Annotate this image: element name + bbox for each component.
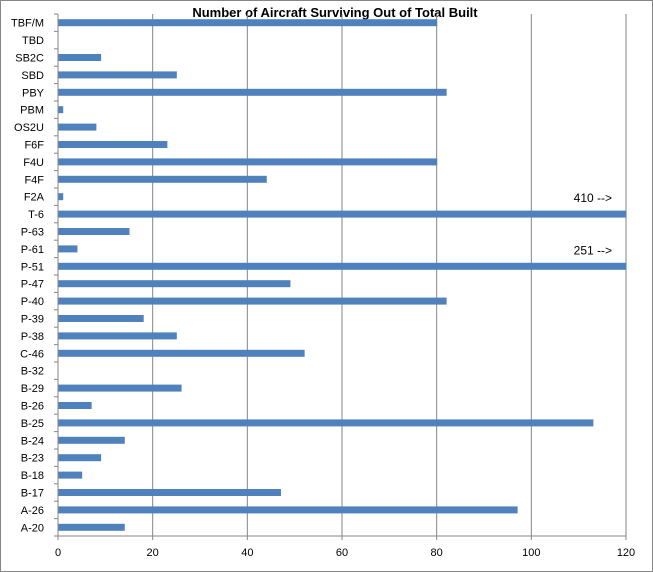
bar: [58, 384, 182, 392]
category-label: A-26: [21, 505, 44, 517]
bar: [58, 280, 291, 288]
category-label: F2A: [24, 192, 45, 204]
category-label: C-46: [20, 348, 44, 360]
x-tick-label: 40: [241, 547, 253, 559]
bar: [58, 123, 97, 131]
x-tick-label: 120: [617, 547, 635, 559]
bar: [58, 419, 594, 427]
category-label: P-47: [21, 279, 44, 291]
category-label: T-6: [28, 209, 44, 221]
bar: [58, 141, 168, 148]
bar: [58, 175, 267, 183]
x-tick-label: 0: [55, 547, 61, 559]
category-label: B-32: [21, 366, 44, 378]
bar: [58, 523, 125, 531]
category-label: TBF/M: [11, 18, 44, 30]
category-label: PBY: [22, 87, 45, 99]
overflow-annotation: 251 -->: [574, 243, 612, 257]
x-tick-label: 20: [147, 547, 159, 559]
category-label: B-29: [21, 383, 44, 395]
category-label: OS2U: [14, 122, 44, 134]
category-label: SB2C: [15, 53, 44, 65]
category-label: B-18: [21, 470, 44, 482]
bar: [58, 262, 627, 270]
bar: [58, 158, 438, 166]
bar: [58, 402, 92, 409]
category-label: P-38: [21, 331, 44, 343]
bar: [58, 88, 447, 96]
bar: [58, 471, 83, 479]
bars: [58, 19, 627, 531]
bar: [58, 210, 627, 218]
x-tick-label: 100: [522, 547, 540, 559]
category-label: A-20: [21, 522, 44, 534]
x-tick-label: 60: [336, 547, 348, 559]
category-label: PBM: [20, 105, 44, 117]
category-label: B-23: [21, 453, 44, 465]
bar: [58, 454, 102, 462]
x-tick-label: 80: [431, 547, 443, 559]
bar: [58, 54, 102, 61]
bar: [58, 245, 78, 253]
category-label: P-63: [21, 227, 44, 239]
bar: [58, 19, 438, 27]
category-label: P-39: [21, 314, 44, 326]
chart-title: Number of Aircraft Surviving Out of Tota…: [192, 5, 478, 20]
bar: [58, 489, 281, 496]
annotations: 410 --> 251 -->: [574, 191, 612, 257]
bar: [58, 506, 518, 514]
bar: [58, 193, 64, 201]
bar: [58, 315, 144, 322]
overflow-annotation: 410 -->: [574, 191, 612, 205]
category-label: SBD: [21, 70, 44, 82]
tick-labels: 0 20 40 60 80 100 120: [55, 547, 635, 559]
bar: [58, 106, 64, 114]
category-label: P-51: [21, 261, 44, 273]
category-label: TBD: [22, 35, 44, 47]
category-label: B-17: [21, 488, 44, 500]
category-label: B-25: [21, 418, 44, 430]
gridlines: [152, 14, 627, 536]
category-label: B-24: [21, 435, 44, 447]
category-label: F6F: [24, 140, 44, 152]
category-label: F4U: [23, 157, 44, 169]
bar: [58, 436, 125, 444]
category-label: F4F: [24, 174, 44, 186]
category-label: P-40: [21, 296, 44, 308]
bar: [58, 71, 177, 79]
bar: [58, 349, 305, 357]
category-label: P-61: [21, 244, 44, 256]
bar: [58, 228, 130, 235]
axes: [54, 13, 627, 540]
category-label: B-26: [21, 401, 44, 413]
bar: [58, 297, 447, 305]
category-labels: TBF/M TBD SB2C SBD PBY PBM OS2U F6F F4U F4F F2A T-6…: [11, 18, 45, 535]
bar: [58, 332, 177, 340]
